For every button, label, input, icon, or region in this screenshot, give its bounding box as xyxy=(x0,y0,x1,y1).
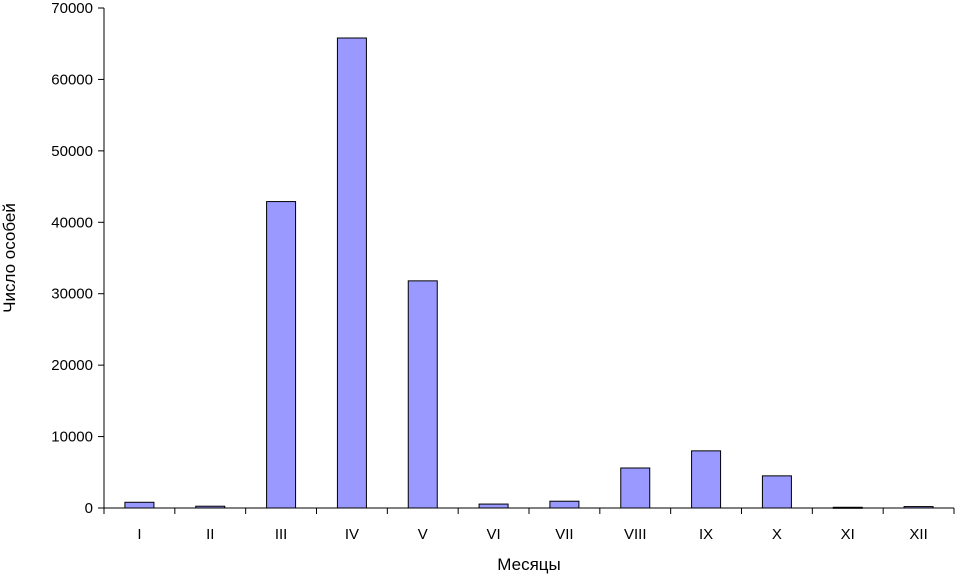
bar-IV xyxy=(336,37,367,509)
x-tick-label: IV xyxy=(345,526,359,543)
y-tick-label: 40000 xyxy=(51,214,93,231)
x-tick-label: V xyxy=(418,526,428,543)
bar-I xyxy=(124,501,155,509)
y-tick-label: 0 xyxy=(85,500,93,517)
bar-IX xyxy=(691,450,722,509)
x-tick-label: II xyxy=(206,526,214,543)
bar-III xyxy=(266,201,297,509)
x-tick-label: VIII xyxy=(624,526,647,543)
y-axis-ticks: 0 10000 20000 30000 40000 50000 60000 70000 xyxy=(51,0,104,517)
x-tick-label: VII xyxy=(555,526,573,543)
bar-X xyxy=(761,475,792,509)
y-tick-label: 70000 xyxy=(51,0,93,17)
bars xyxy=(124,37,934,509)
y-tick-label: 60000 xyxy=(51,71,93,88)
y-axis-title: Число особей xyxy=(0,203,19,313)
bar-VII xyxy=(549,500,580,509)
x-tick-label: VI xyxy=(486,526,500,543)
x-axis-title: Месяцы xyxy=(497,555,560,574)
x-tick-label: XI xyxy=(841,526,855,543)
x-axis-ticks: I II III IV V VI VII VIII IX X XI XII xyxy=(103,508,955,543)
x-tick-label: I xyxy=(137,526,141,543)
y-tick-label: 30000 xyxy=(51,286,93,303)
y-tick-label: 50000 xyxy=(51,143,93,160)
x-tick-label: XII xyxy=(909,526,927,543)
bar-VIII xyxy=(620,467,651,509)
x-tick-label: IX xyxy=(699,526,713,543)
bar-V xyxy=(407,280,438,509)
bar-VI xyxy=(478,503,509,509)
y-tick-label: 10000 xyxy=(51,429,93,446)
y-tick-label: 20000 xyxy=(51,357,93,374)
x-tick-label: X xyxy=(772,526,782,543)
x-tick-label: III xyxy=(275,526,288,543)
